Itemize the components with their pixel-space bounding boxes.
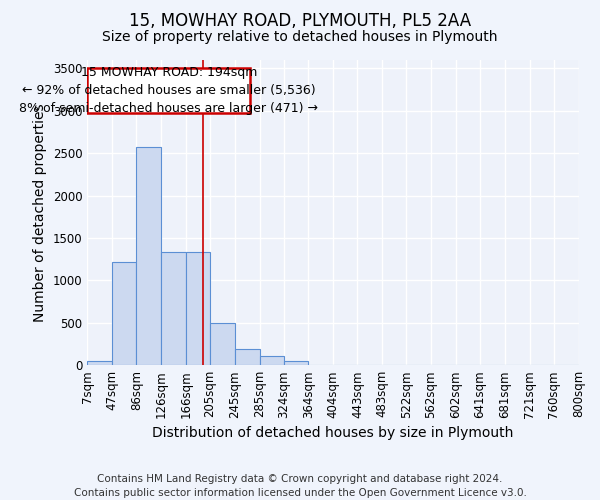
Bar <box>136 148 161 365</box>
Text: 15, MOWHAY ROAD, PLYMOUTH, PL5 2AA: 15, MOWHAY ROAD, PLYMOUTH, PL5 2AA <box>129 12 471 30</box>
Text: 15 MOWHAY ROAD: 194sqm
← 92% of detached houses are smaller (5,536)
8% of semi-d: 15 MOWHAY ROAD: 194sqm ← 92% of detached… <box>19 66 319 115</box>
Y-axis label: Number of detached properties: Number of detached properties <box>34 104 47 322</box>
FancyBboxPatch shape <box>88 68 250 114</box>
Bar <box>260 356 284 365</box>
Bar <box>210 323 235 365</box>
Bar <box>112 262 136 365</box>
X-axis label: Distribution of detached houses by size in Plymouth: Distribution of detached houses by size … <box>152 426 514 440</box>
Bar <box>88 360 112 365</box>
Bar <box>161 252 186 365</box>
Text: Contains HM Land Registry data © Crown copyright and database right 2024.
Contai: Contains HM Land Registry data © Crown c… <box>74 474 526 498</box>
Bar <box>235 348 260 365</box>
Bar <box>284 361 308 365</box>
Bar <box>186 252 210 365</box>
Text: Size of property relative to detached houses in Plymouth: Size of property relative to detached ho… <box>102 30 498 44</box>
